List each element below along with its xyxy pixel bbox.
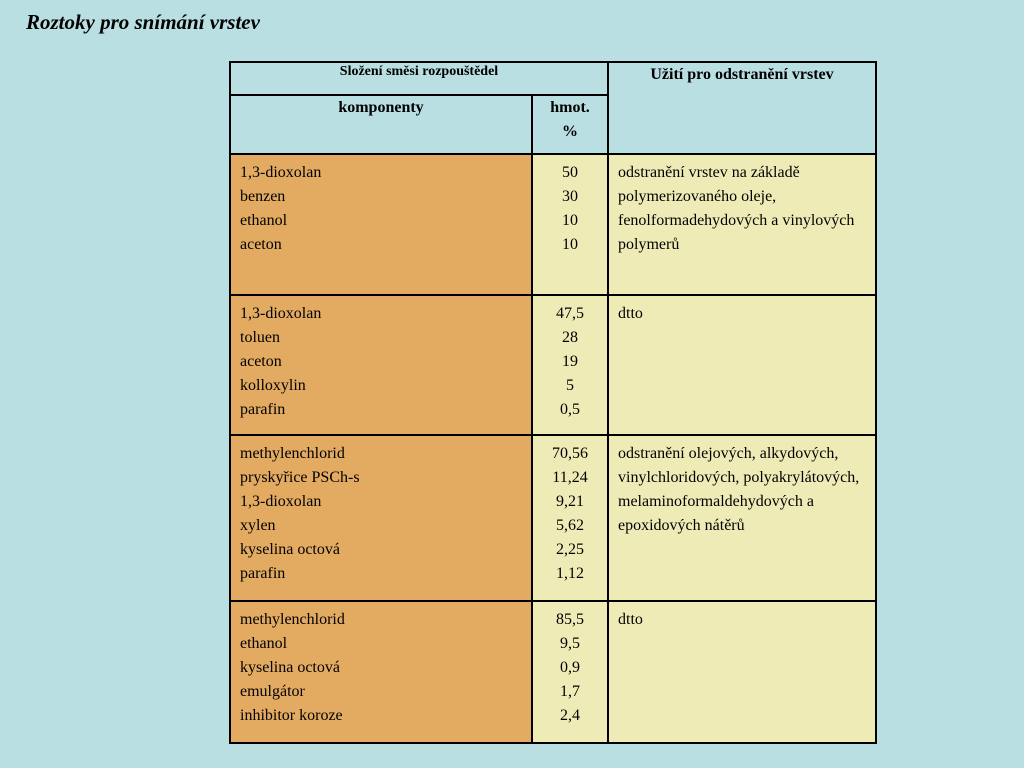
table-row: 1,3-dioxolan toluen aceton kolloxylin pa… bbox=[229, 294, 877, 436]
component: 1,3-dioxolan bbox=[240, 493, 322, 510]
mass-value: 19 bbox=[562, 353, 578, 370]
mass-value: 85,5 bbox=[556, 611, 584, 628]
component: emulgátor bbox=[240, 683, 305, 700]
component: ethanol bbox=[240, 635, 288, 652]
component: kolloxylin bbox=[240, 377, 306, 394]
component: aceton bbox=[240, 236, 282, 253]
mass-value: 2,4 bbox=[560, 707, 580, 724]
use-cell: dtto bbox=[607, 294, 877, 436]
component: 1,3-dioxolan bbox=[240, 164, 322, 181]
mass-value: 11,24 bbox=[552, 469, 588, 486]
component: kyselina octová bbox=[240, 541, 340, 558]
mass-value: 10 bbox=[562, 236, 578, 253]
component: benzen bbox=[240, 188, 286, 205]
mass-value: 47,5 bbox=[556, 305, 584, 322]
mass-value: 5 bbox=[566, 377, 574, 394]
mass-cell: 85,5 9,5 0,9 1,7 2,4 bbox=[531, 600, 609, 744]
mass-value: 1,12 bbox=[556, 565, 584, 582]
use-text: dtto bbox=[618, 611, 643, 628]
component: methylenchlorid bbox=[240, 445, 345, 462]
table-header-row: Složení směsi rozpouštědel Užití pro ods… bbox=[229, 61, 877, 155]
solvent-table: Složení směsi rozpouštědel Užití pro ods… bbox=[229, 61, 877, 744]
component: aceton bbox=[240, 353, 282, 370]
mass-value: 1,7 bbox=[560, 683, 580, 700]
use-cell: odstranění olejových, alkydových, vinylc… bbox=[607, 434, 877, 602]
components-cell: methylenchlorid ethanol kyselina octová … bbox=[229, 600, 533, 744]
mass-value: 70,56 bbox=[552, 445, 588, 462]
mass-value: 5,62 bbox=[556, 517, 584, 534]
mass-value: 28 bbox=[562, 329, 578, 346]
use-text: odstranění vrstev na základě polymerizov… bbox=[618, 164, 855, 253]
header-mix: Složení směsi rozpouštědel bbox=[229, 61, 609, 96]
mass-cell: 50 30 10 10 bbox=[531, 153, 609, 296]
header-mass-line1: hmot. bbox=[550, 99, 590, 116]
mass-value: 10 bbox=[562, 212, 578, 229]
components-cell: methylenchlorid pryskyřice PSCh-s 1,3-di… bbox=[229, 434, 533, 602]
use-cell: dtto bbox=[607, 600, 877, 744]
mass-value: 0,9 bbox=[560, 659, 580, 676]
mass-value: 9,5 bbox=[560, 635, 580, 652]
mass-value: 2,25 bbox=[556, 541, 584, 558]
use-cell: odstranění vrstev na základě polymerizov… bbox=[607, 153, 877, 296]
mass-value: 0,5 bbox=[560, 401, 580, 418]
component: methylenchlorid bbox=[240, 611, 345, 628]
components-cell: 1,3-dioxolan benzen ethanol aceton bbox=[229, 153, 533, 296]
component: xylen bbox=[240, 517, 276, 534]
header-use: Užití pro odstranění vrstev bbox=[607, 61, 877, 155]
component: pryskyřice PSCh-s bbox=[240, 469, 360, 486]
header-components: komponenty bbox=[229, 94, 533, 155]
component: toluen bbox=[240, 329, 280, 346]
table-subheader-row: komponenty hmot. % bbox=[229, 94, 876, 155]
mass-value: 9,21 bbox=[556, 493, 584, 510]
table-row: 1,3-dioxolan benzen ethanol aceton 50 30… bbox=[229, 153, 877, 296]
use-text: odstranění olejových, alkydových, vinylc… bbox=[618, 445, 860, 534]
use-text: dtto bbox=[618, 305, 643, 322]
mass-value: 30 bbox=[562, 188, 578, 205]
mass-cell: 47,5 28 19 5 0,5 bbox=[531, 294, 609, 436]
mass-cell: 70,56 11,24 9,21 5,62 2,25 1,12 bbox=[531, 434, 609, 602]
table-row: methylenchlorid pryskyřice PSCh-s 1,3-di… bbox=[229, 434, 877, 602]
mass-value: 50 bbox=[562, 164, 578, 181]
page-title: Roztoky pro snímání vrstev bbox=[26, 10, 260, 34]
component: ethanol bbox=[240, 212, 288, 229]
components-cell: 1,3-dioxolan toluen aceton kolloxylin pa… bbox=[229, 294, 533, 436]
component: parafin bbox=[240, 565, 286, 582]
component: inhibitor koroze bbox=[240, 707, 343, 724]
table-row: methylenchlorid ethanol kyselina octová … bbox=[229, 600, 877, 744]
component: kyselina octová bbox=[240, 659, 340, 676]
component: parafin bbox=[240, 401, 286, 418]
header-mass-line2: % bbox=[562, 123, 578, 140]
component: 1,3-dioxolan bbox=[240, 305, 322, 322]
header-mass: hmot. % bbox=[531, 94, 609, 155]
